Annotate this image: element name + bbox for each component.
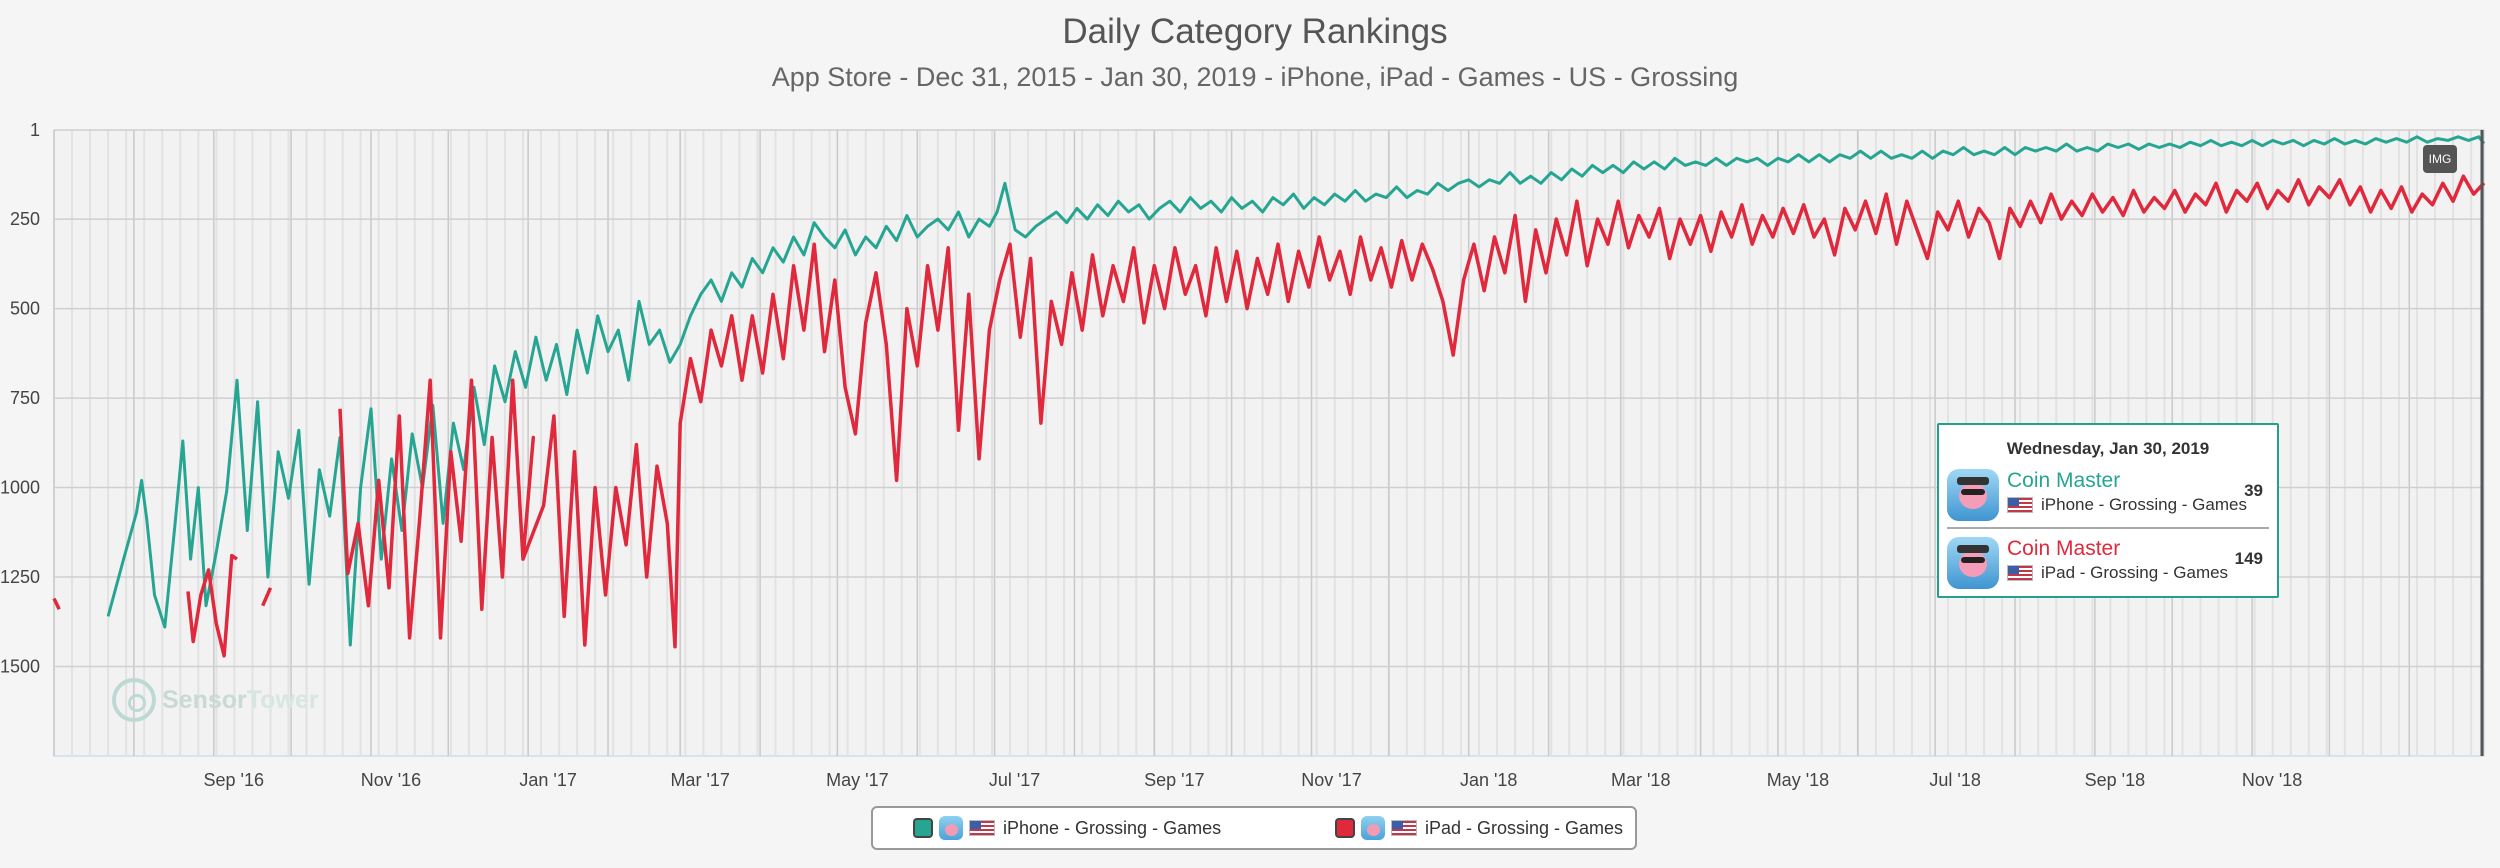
tooltip-value: 149 — [2234, 549, 2263, 568]
y-tick-label: 1 — [30, 120, 40, 140]
tooltip: Wednesday, Jan 30, 2019 Coin Master iPho… — [1937, 423, 2279, 598]
watermark-sensor: Sensor — [162, 685, 247, 714]
tooltip-row-iphone: Coin Master iPhone - Grossing - Games 39 — [1947, 465, 2269, 529]
sensortower-logo-icon — [112, 678, 156, 722]
x-tick-label: Jul '18 — [1929, 770, 1980, 790]
coin-master-app-icon — [1361, 816, 1385, 840]
y-tick-label: 1250 — [0, 567, 40, 587]
us-flag-icon — [2007, 565, 2033, 581]
legend-swatch-ipad — [1335, 818, 1355, 838]
x-tick-label: Jul '17 — [989, 770, 1040, 790]
x-tick-label: Nov '16 — [361, 770, 421, 790]
watermark-tower: Tower — [246, 685, 319, 714]
tooltip-date: Wednesday, Jan 30, 2019 — [2006, 439, 2210, 458]
x-tick-label: Sep '16 — [204, 770, 265, 790]
y-tick-label: 500 — [10, 299, 40, 319]
x-tick-label: Mar '17 — [670, 770, 729, 790]
x-tick-label: Jan '17 — [519, 770, 576, 790]
x-tick-label: Mar '18 — [1611, 770, 1670, 790]
y-tick-label: 1000 — [0, 478, 40, 498]
y-tick-label: 250 — [10, 209, 40, 229]
legend-item-ipad[interactable]: iPad - Grossing - Games — [1335, 816, 1623, 840]
tooltip-app-name[interactable]: Coin Master — [2007, 537, 2121, 560]
us-flag-icon — [1391, 820, 1417, 836]
tooltip-app-name[interactable]: Coin Master — [2007, 469, 2121, 492]
y-tick-label: 750 — [10, 388, 40, 408]
legend-swatch-iphone — [913, 818, 933, 838]
tooltip-value: 39 — [2244, 481, 2263, 500]
x-tick-label: Sep '18 — [2085, 770, 2146, 790]
chart-title: Daily Category Rankings — [1062, 12, 1447, 51]
image-export-button[interactable]: IMG — [2423, 145, 2457, 173]
chart-subtitle: App Store - Dec 31, 2015 - Jan 30, 2019 … — [772, 62, 1738, 92]
legend-item-iphone[interactable]: iPhone - Grossing - Games — [913, 816, 1221, 840]
series-line-ipad — [52, 174, 2486, 658]
chart-legend: iPhone - Grossing - Games iPad - Grossin… — [871, 806, 1637, 850]
us-flag-icon — [969, 820, 995, 836]
legend-label: iPad - Grossing - Games — [1425, 817, 1624, 838]
x-tick-label: Nov '17 — [1301, 770, 1361, 790]
tooltip-series-label: iPhone - Grossing - Games — [2041, 495, 2247, 514]
x-tick-label: May '17 — [826, 770, 888, 790]
coin-master-app-icon — [939, 816, 963, 840]
tooltip-row-ipad: Coin Master iPad - Grossing - Games 149 — [1947, 533, 2269, 593]
y-tick-label: 1500 — [0, 657, 40, 677]
coin-master-app-icon — [1947, 537, 1999, 589]
coin-master-app-icon — [1947, 469, 1999, 521]
x-tick-label: May '18 — [1767, 770, 1829, 790]
tooltip-series-label: iPad - Grossing - Games — [2041, 563, 2229, 582]
us-flag-icon — [2007, 497, 2033, 513]
x-tick-label: Jan '18 — [1460, 770, 1517, 790]
legend-label: iPhone - Grossing - Games — [1003, 817, 1222, 838]
sensortower-watermark: Sensor Tower — [112, 678, 319, 722]
x-tick-label: Nov '18 — [2242, 770, 2302, 790]
x-tick-label: Sep '17 — [1144, 770, 1205, 790]
series-line-iphone — [106, 135, 2486, 647]
